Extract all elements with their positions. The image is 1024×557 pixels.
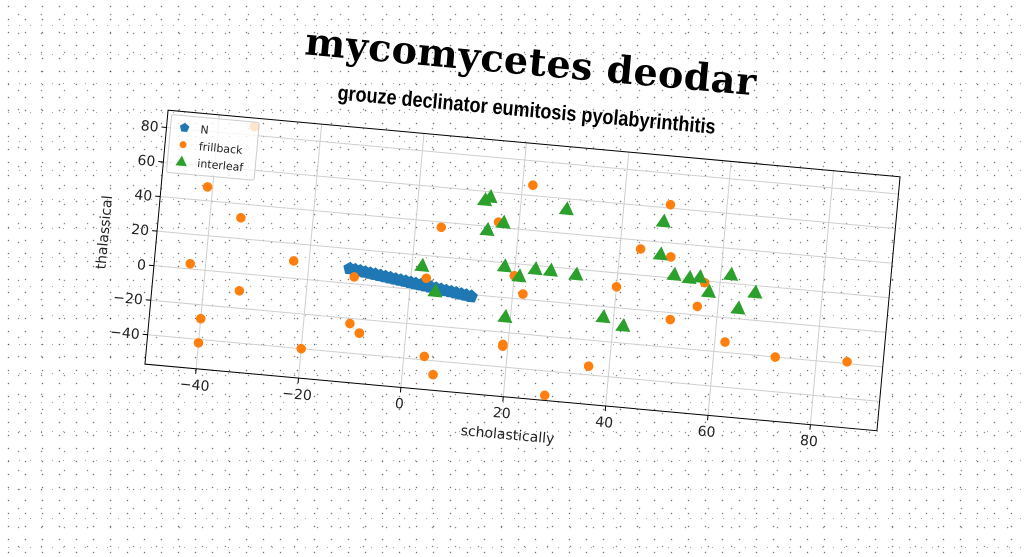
x-tick-label: 80: [799, 433, 818, 451]
data-point: [583, 361, 593, 371]
data-point: [479, 221, 495, 236]
axes-frame: [145, 110, 900, 431]
series-N: [341, 261, 480, 303]
y-tick-labels: −40 −20 0 20 40 60 80: [109, 117, 159, 343]
x-tick-label: 0: [394, 396, 404, 413]
data-point: [527, 260, 543, 275]
data-point: [666, 266, 682, 281]
data-point: [723, 266, 739, 281]
data-point: [770, 352, 780, 362]
y-grid-line: [163, 162, 895, 229]
data-point: [611, 282, 621, 292]
data-point: [436, 222, 446, 232]
data-point: [653, 246, 669, 261]
data-point: [568, 266, 584, 281]
data-point: [497, 258, 513, 273]
series-frillback: [176, 117, 869, 428]
data-point: [666, 252, 676, 262]
data-point: [595, 308, 611, 323]
data-point: [414, 257, 430, 272]
x-tick-label: 40: [594, 414, 613, 432]
y-tick-label: 20: [131, 222, 150, 240]
legend-label: N: [200, 123, 209, 137]
data-point: [345, 318, 355, 328]
y-tick-label: 0: [136, 257, 146, 274]
x-tick-label: −20: [282, 386, 313, 405]
x-tick-label: 60: [697, 424, 716, 442]
x-axis-label: scholastically: [460, 423, 555, 447]
x-tick-label: 20: [492, 405, 511, 423]
y-tick-label: 60: [137, 153, 156, 171]
y-grid-line: [157, 231, 889, 298]
data-point: [615, 317, 631, 332]
data-point: [842, 357, 852, 367]
y-axis-label: thalassical: [93, 195, 116, 270]
data-point: [543, 262, 559, 277]
data-point: [692, 301, 702, 311]
data-point: [559, 201, 575, 216]
y-tick-label: −40: [109, 324, 140, 343]
data-point: [354, 328, 364, 338]
data-point: [692, 268, 708, 283]
data-point: [288, 256, 298, 266]
data-point: [720, 337, 730, 347]
x-grid-line: [606, 152, 629, 406]
x-tick-label: −40: [179, 376, 210, 395]
x-grid-line: [299, 124, 322, 378]
data-point: [528, 180, 538, 190]
data-point: [236, 213, 246, 223]
data-point: [296, 344, 306, 354]
data-point: [195, 313, 205, 323]
y-grid-line: [148, 335, 880, 402]
x-grid-line: [810, 171, 833, 425]
data-point: [428, 369, 438, 379]
series-interleaf: [410, 183, 770, 346]
y-tick-label: −20: [113, 290, 144, 309]
data-point: [539, 390, 549, 400]
y-grid-line: [160, 197, 892, 264]
y-tick-label: 40: [134, 187, 153, 205]
y-tick-label: 80: [140, 118, 159, 136]
grid-lines: [145, 110, 900, 431]
data-point: [656, 213, 672, 228]
data-point: [518, 289, 528, 299]
data-point: [202, 182, 212, 192]
data-points: [176, 117, 869, 428]
data-point: [234, 286, 244, 296]
data-point: [185, 259, 195, 269]
data-point: [730, 300, 746, 315]
data-point: [635, 244, 645, 254]
x-grid-line: [401, 133, 424, 387]
data-point: [665, 314, 675, 324]
